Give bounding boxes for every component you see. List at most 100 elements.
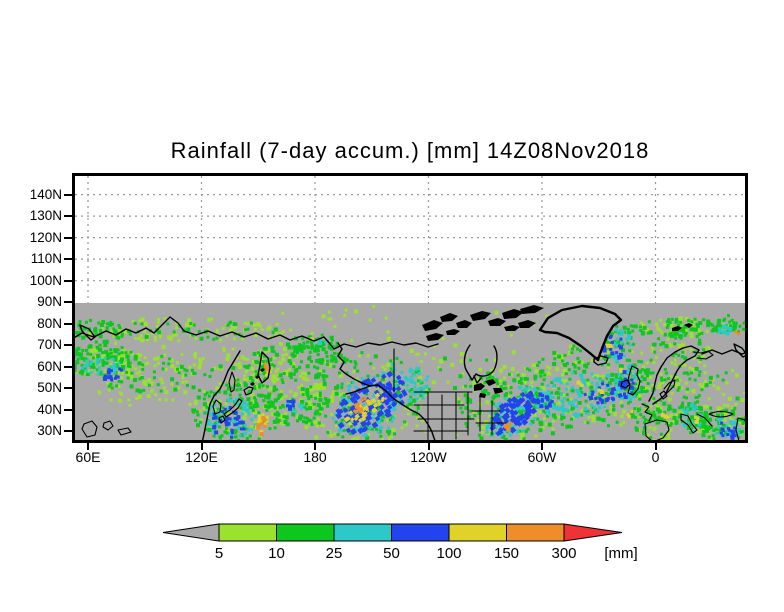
coastline-kola-white-sea bbox=[692, 350, 714, 360]
y-tick-label: 90N bbox=[37, 294, 62, 310]
rain-cluster-p10 bbox=[287, 341, 340, 369]
y-tick-label: 70N bbox=[37, 337, 62, 353]
colorbar-tick-label: 100 bbox=[436, 545, 462, 562]
x-tickmark bbox=[541, 443, 543, 450]
colorbar-tick-label: 5 bbox=[214, 545, 224, 562]
dotted-gridlines bbox=[75, 176, 745, 303]
rain-cluster-p25 bbox=[717, 324, 733, 336]
y-tickmark bbox=[64, 387, 72, 390]
coastline-russia-right bbox=[701, 349, 745, 355]
y-tick-label: 80N bbox=[37, 315, 62, 331]
coastline-italy bbox=[680, 413, 698, 434]
x-tick-label: 60W bbox=[527, 449, 557, 465]
colorbar-high-arrow bbox=[563, 523, 623, 542]
rain-cluster-p100 bbox=[619, 367, 623, 373]
rain-cluster-p25 bbox=[402, 366, 430, 401]
colorbar bbox=[162, 523, 623, 542]
rain-cluster-p150 bbox=[352, 396, 368, 415]
coastline-greenland bbox=[538, 304, 623, 362]
y-tick-label: 50N bbox=[37, 380, 62, 396]
rain-cluster-p100 bbox=[576, 380, 584, 387]
rain-cluster-p150 bbox=[263, 362, 270, 371]
novaya-zemlya-left bbox=[79, 324, 96, 341]
y-tick-label: 100N bbox=[29, 272, 62, 288]
coastline-ireland bbox=[620, 379, 631, 389]
y-tick-label: 130N bbox=[29, 208, 62, 224]
y-tick-label: 60N bbox=[37, 358, 62, 374]
y-tickmark bbox=[64, 344, 72, 347]
coastline-denmark bbox=[659, 390, 668, 400]
coastline-west-europe bbox=[641, 403, 653, 422]
y-tickmark bbox=[64, 215, 72, 218]
x-tickmark bbox=[87, 443, 89, 450]
y-tickmark bbox=[64, 193, 72, 196]
rain-cluster-p50 bbox=[489, 390, 541, 437]
coastline-iceland bbox=[593, 355, 609, 366]
rain-cluster-p100 bbox=[626, 410, 634, 419]
colorbar-tick-label: 50 bbox=[383, 545, 400, 562]
x-tick-label: 120E bbox=[185, 449, 218, 465]
x-tickmark bbox=[427, 443, 430, 450]
black-sea bbox=[708, 410, 734, 418]
central-asia-lakes bbox=[81, 420, 132, 438]
coastline-britain bbox=[627, 365, 641, 396]
colorbar-tick-label: 25 bbox=[325, 545, 343, 562]
colorbar-unit-label: [mm] bbox=[604, 545, 638, 562]
rain-cluster-p100 bbox=[694, 415, 699, 424]
y-tick-label: 110N bbox=[30, 251, 62, 267]
coastline-kamchatka bbox=[257, 351, 271, 384]
y-tickmark bbox=[64, 365, 72, 368]
rain-cluster-p100 bbox=[309, 337, 315, 342]
y-tickmark bbox=[64, 236, 72, 239]
x-tick-label: 180 bbox=[303, 449, 327, 465]
rain-cluster-p50 bbox=[102, 367, 123, 382]
coastline-siberia-arctic bbox=[75, 316, 335, 350]
gridline bbox=[75, 176, 745, 303]
novaya-zemlya-right bbox=[733, 343, 745, 358]
x-tick-label: 0 bbox=[651, 449, 660, 465]
rain-cluster-p100 bbox=[660, 413, 670, 419]
x-tickmark bbox=[654, 443, 657, 450]
coastline-baltic bbox=[663, 379, 676, 397]
rain-cluster-p50 bbox=[286, 399, 296, 411]
coastline-scandinavia bbox=[648, 345, 700, 405]
colorbar-tick-label: 300 bbox=[551, 545, 577, 562]
rain-cluster-p50 bbox=[720, 421, 737, 440]
rain-cluster-p100 bbox=[597, 388, 604, 394]
x-tick-label: 120W bbox=[410, 449, 447, 465]
y-tickmark bbox=[64, 430, 72, 433]
rain-cluster-p150 bbox=[503, 421, 513, 432]
rain-cluster-p10 bbox=[243, 345, 302, 393]
coastline-korea bbox=[212, 399, 222, 415]
coastline-arctic-north-america bbox=[333, 341, 439, 350]
coastlines bbox=[75, 304, 745, 440]
rain-cluster-p10 bbox=[629, 397, 673, 440]
plot-title: Rainfall (7-day accum.) [mm] 14Z08Nov201… bbox=[170, 138, 650, 163]
plot-frame bbox=[72, 173, 748, 443]
x-tick-label: 60E bbox=[75, 449, 101, 465]
canadian-arctic-archipelago bbox=[422, 305, 544, 341]
coastline-balkans bbox=[696, 413, 713, 427]
rain-cluster-p25 bbox=[317, 338, 327, 346]
x-tickmark bbox=[314, 443, 316, 450]
rain-cluster-p150 bbox=[734, 330, 741, 336]
rain-cluster-p100 bbox=[606, 343, 613, 348]
y-tickmark bbox=[64, 301, 72, 304]
colorbar-segment bbox=[391, 523, 450, 542]
coastline-iberia bbox=[644, 419, 670, 440]
y-tick-label: 120N bbox=[29, 229, 62, 245]
rain-cluster-p10 bbox=[184, 364, 255, 392]
y-tick-label: 40N bbox=[37, 401, 62, 417]
rain-cluster-p50 bbox=[583, 382, 626, 405]
great-lakes bbox=[474, 379, 503, 398]
coastline-hudson-bay bbox=[463, 344, 498, 384]
coastline-japan-honshu bbox=[223, 398, 243, 418]
x-tickmark bbox=[200, 443, 203, 450]
coastline-sakhalin bbox=[228, 371, 236, 393]
colorbar-segment bbox=[276, 523, 335, 542]
y-tickmark bbox=[64, 322, 72, 325]
colorbar-segment bbox=[506, 523, 565, 542]
coastline-alaska-peninsula bbox=[345, 385, 371, 395]
rain-cluster-p10 bbox=[107, 354, 189, 394]
